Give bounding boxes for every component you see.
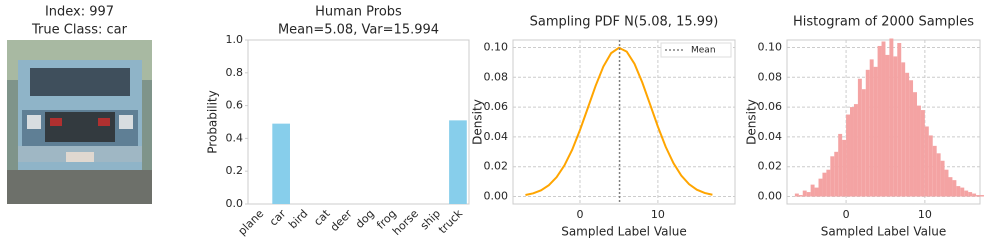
- y-tick-label: 0.6: [226, 99, 244, 112]
- car-image: [7, 40, 152, 204]
- y-tick-label: 0.10: [758, 40, 783, 53]
- histogram-bar: [794, 193, 799, 197]
- histogram-bar: [865, 69, 870, 197]
- histogram-bar: [802, 190, 807, 197]
- histogram-bar: [893, 56, 898, 197]
- histogram-bar: [881, 41, 886, 197]
- histogram-bar: [976, 195, 980, 197]
- histogram-bar: [814, 187, 819, 197]
- bar: [272, 123, 290, 204]
- histogram-bar: [913, 92, 917, 197]
- histogram-bar: [861, 89, 866, 197]
- x-tick-label: 10: [651, 208, 665, 221]
- y-tick-label: 0.04: [758, 130, 783, 143]
- histogram-bar: [897, 42, 902, 197]
- histogram-bar: [936, 153, 941, 197]
- line: [525, 46, 713, 196]
- histogram-bar: [838, 133, 843, 197]
- histogram-bar: [909, 80, 914, 197]
- histogram-bar: [834, 151, 839, 197]
- histogram-bar: [901, 62, 906, 197]
- histogram-bar: [964, 190, 969, 197]
- x-tick-label: 0: [843, 208, 850, 221]
- x-axis-label: Sampled Label Value: [821, 225, 947, 239]
- histogram-bar: [916, 105, 921, 197]
- histogram-bar: [877, 45, 882, 197]
- chart-title: Index: 997: [45, 5, 114, 20]
- histogram-bar: [846, 114, 851, 197]
- histogram-bar: [822, 172, 827, 197]
- x-tick-label: truck: [436, 207, 466, 237]
- histogram-bar: [798, 195, 803, 197]
- y-axis-label: Probability: [206, 90, 220, 153]
- legend-box: [660, 42, 732, 58]
- chart-title: Mean=5.08, Var=15.994: [278, 23, 439, 38]
- y-tick-label: 0.0: [226, 197, 244, 210]
- histogram-bar: [972, 193, 977, 197]
- histogram-bar: [857, 78, 862, 197]
- y-tick-label: 0.2: [226, 164, 244, 177]
- histogram-bar: [873, 66, 878, 197]
- x-tick-label: deer: [328, 207, 355, 234]
- histogram-bar: [842, 139, 847, 197]
- x-tick-label: car: [267, 207, 289, 229]
- histogram-bar: [940, 160, 945, 197]
- histogram-bar: [928, 135, 933, 197]
- chart-title: True Class: car: [31, 23, 128, 38]
- histogram-bar: [924, 126, 929, 197]
- y-tick-label: 0.06: [758, 100, 783, 113]
- histogram-bar: [905, 72, 910, 197]
- bar: [449, 120, 467, 204]
- histogram-bar: [826, 169, 831, 197]
- histogram-bar: [920, 110, 925, 197]
- histogram-bar: [885, 54, 890, 197]
- histogram-bar: [853, 104, 858, 197]
- histogram-bar: [948, 177, 953, 197]
- histogram-bar: [960, 187, 965, 197]
- plot-area: [512, 39, 736, 205]
- y-tick-label: 0.10: [484, 40, 509, 53]
- y-tick-label: 0.08: [484, 70, 509, 83]
- legend-label: Mean: [691, 46, 716, 56]
- y-tick-label: 0.00: [758, 190, 783, 203]
- chart-title: Human Probs: [315, 5, 402, 20]
- y-axis-label: Density: [745, 99, 759, 145]
- y-tick-label: 1.0: [226, 33, 244, 46]
- y-tick-label: 0.02: [484, 160, 509, 173]
- histogram-bar: [869, 59, 874, 197]
- x-tick-label: 10: [918, 208, 932, 221]
- y-tick-label: 0.02: [758, 160, 783, 173]
- x-tick-label: 0: [576, 208, 583, 221]
- x-tick-label: dog: [353, 207, 377, 231]
- x-tick-label: horse: [390, 207, 421, 238]
- y-tick-label: 0.8: [226, 66, 244, 79]
- histogram-bar: [850, 107, 854, 197]
- y-tick-label: 0.06: [484, 100, 509, 113]
- x-tick-label: bird: [286, 207, 310, 231]
- y-tick-label: 0.04: [484, 130, 509, 143]
- histogram-bar: [932, 145, 937, 197]
- y-tick-label: 0.4: [226, 131, 244, 144]
- histogram-bar: [810, 184, 815, 197]
- histogram-bar: [980, 195, 984, 197]
- histogram-bar: [968, 192, 973, 197]
- y-axis-label: Density: [471, 99, 485, 145]
- histogram-bar: [830, 156, 835, 197]
- histogram-bar: [806, 192, 811, 197]
- x-axis-label: Sampled Label Value: [561, 225, 687, 239]
- histogram-bar: [956, 186, 961, 197]
- histogram-bar: [952, 180, 957, 197]
- x-tick-label: plane: [236, 207, 267, 238]
- histogram-bar: [944, 169, 949, 197]
- y-tick-label: 0.00: [484, 190, 509, 203]
- histogram-bar: [818, 178, 823, 197]
- y-tick-label: 0.08: [758, 70, 783, 83]
- chart-title: Sampling PDF N(5.08, 15.99): [530, 15, 719, 30]
- chart-title: Histogram of 2000 Samples: [793, 15, 974, 30]
- histogram-bar: [889, 38, 894, 197]
